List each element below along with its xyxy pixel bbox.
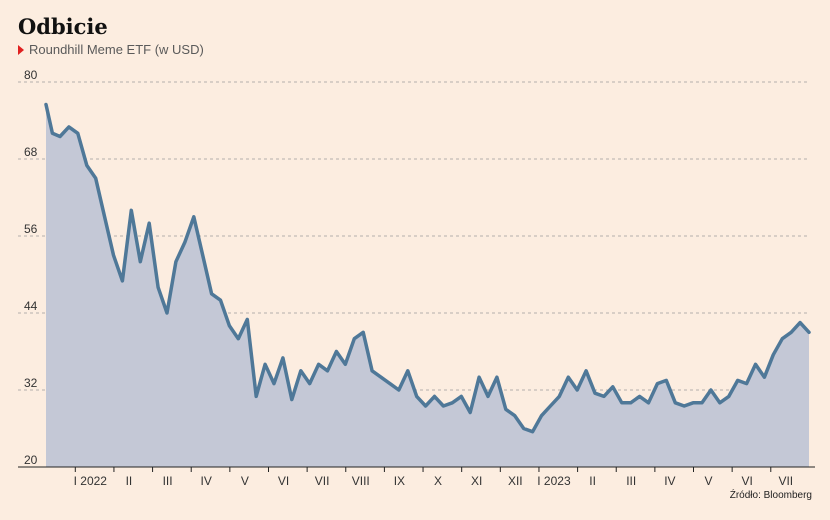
x-tick-label: IX [394,474,405,488]
chart-title: Odbicie [18,14,108,39]
x-tick-label: VII [315,474,330,488]
y-tick-label: 44 [24,299,38,313]
x-tick-label: VI [741,474,752,488]
legend-marker-icon [18,44,24,55]
x-tick-label: III [626,474,636,488]
subtitle-text: Roundhill Meme ETF (w USD) [29,42,204,57]
x-tick-label: I 2023 [537,474,571,488]
y-tick-label: 68 [24,145,38,159]
series-area [46,104,809,467]
y-tick-label: 32 [24,376,38,390]
x-tick-label: V [241,474,249,488]
x-tick-label: I 2022 [74,474,108,488]
x-tick-label: II [126,474,133,488]
chart-subtitle: Roundhill Meme ETF (w USD) [18,42,204,57]
x-tick-label: V [705,474,713,488]
x-tick-label: III [163,474,173,488]
x-tick-label: VII [778,474,793,488]
line-layer [44,102,811,434]
y-tick-label: 56 [24,222,38,236]
x-tick-label: X [434,474,442,488]
x-tick-label: XI [471,474,482,488]
x-tick-label: IV [664,474,675,488]
area-layer [46,104,809,467]
y-tick-label: 80 [24,68,38,82]
x-tick-label: VI [278,474,289,488]
x-tick-label: VIII [352,474,370,488]
source-note: Źródło: Bloomberg [729,490,812,501]
y-tick-label: 20 [24,453,38,467]
x-tick-label: IV [201,474,212,488]
x-tick-label: II [589,474,596,488]
x-tick-label: XII [508,474,523,488]
